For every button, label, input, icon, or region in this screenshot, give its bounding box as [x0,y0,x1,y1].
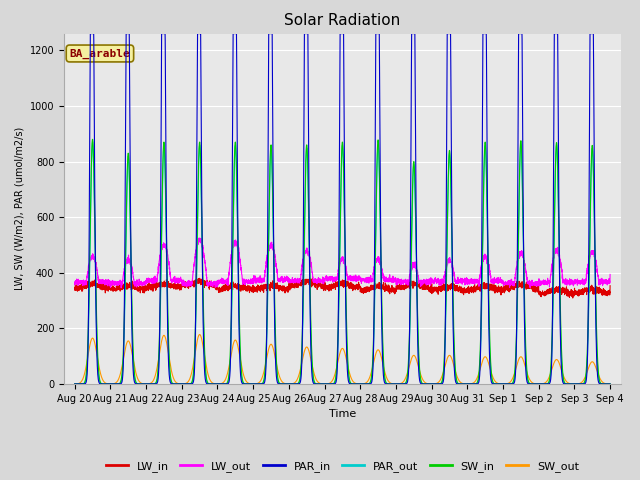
PAR_out [167,379,175,384]
Line: PAR_out: PAR_out [75,142,610,384]
PAR_in [71,381,79,387]
SW_out [167,365,175,371]
PAR_in [606,381,614,387]
Legend: LW_in, LW_out, PAR_in, PAR_out, SW_in, SW_out: LW_in, LW_out, PAR_in, PAR_out, SW_in, S… [102,457,583,477]
LW_in [606,283,614,288]
PAR_out [323,381,330,387]
SW_out [196,332,204,337]
LW_in [463,289,470,295]
LW_out [71,282,79,288]
PAR_out [493,381,500,387]
SW_in [89,136,97,142]
SW_out [433,381,440,386]
LW_out [463,276,470,282]
LW_out [493,278,500,284]
SW_out [606,381,614,387]
LW_in [493,288,500,293]
SW_out [323,381,330,387]
SW_in [167,377,175,383]
LW_out [195,235,203,241]
LW_in [323,283,330,288]
LW_out [323,277,330,283]
Line: LW_out: LW_out [75,238,610,288]
LW_out [606,272,614,277]
LW_out [167,277,175,283]
LW_out [117,285,125,291]
PAR_in [323,381,330,387]
PAR_in [463,381,470,387]
PAR_out [71,381,79,387]
Line: SW_in: SW_in [75,139,610,384]
LW_out [433,278,440,284]
SW_out [493,380,500,385]
Line: PAR_in: PAR_in [75,34,610,384]
PAR_out [463,381,470,387]
PAR_in [433,381,440,387]
Line: SW_out: SW_out [75,335,610,384]
LW_out [605,278,613,284]
LW_in [167,282,175,288]
LW_in [433,284,440,290]
PAR_in [167,381,175,386]
LW_in [196,276,204,281]
PAR_out [606,381,614,387]
PAR_out [89,139,97,145]
PAR_in [605,381,613,387]
Y-axis label: LW, SW (W/m2), PAR (umol/m2/s): LW, SW (W/m2), PAR (umol/m2/s) [14,127,24,290]
SW_out [605,381,613,387]
Text: BA_arable: BA_arable [70,48,131,59]
LW_in [605,289,613,295]
SW_out [463,381,470,387]
PAR_out [605,381,613,387]
SW_in [463,381,470,387]
SW_in [606,381,614,387]
LW_in [569,295,577,301]
SW_in [323,381,330,387]
SW_out [71,381,79,387]
Line: LW_in: LW_in [75,278,610,298]
SW_in [71,381,79,387]
Title: Solar Radiation: Solar Radiation [284,13,401,28]
SW_in [493,381,500,387]
LW_in [71,286,79,292]
PAR_out [433,381,440,387]
PAR_in [86,31,94,36]
SW_in [605,381,613,387]
X-axis label: Time: Time [329,409,356,419]
SW_in [433,381,440,387]
PAR_in [493,381,500,387]
